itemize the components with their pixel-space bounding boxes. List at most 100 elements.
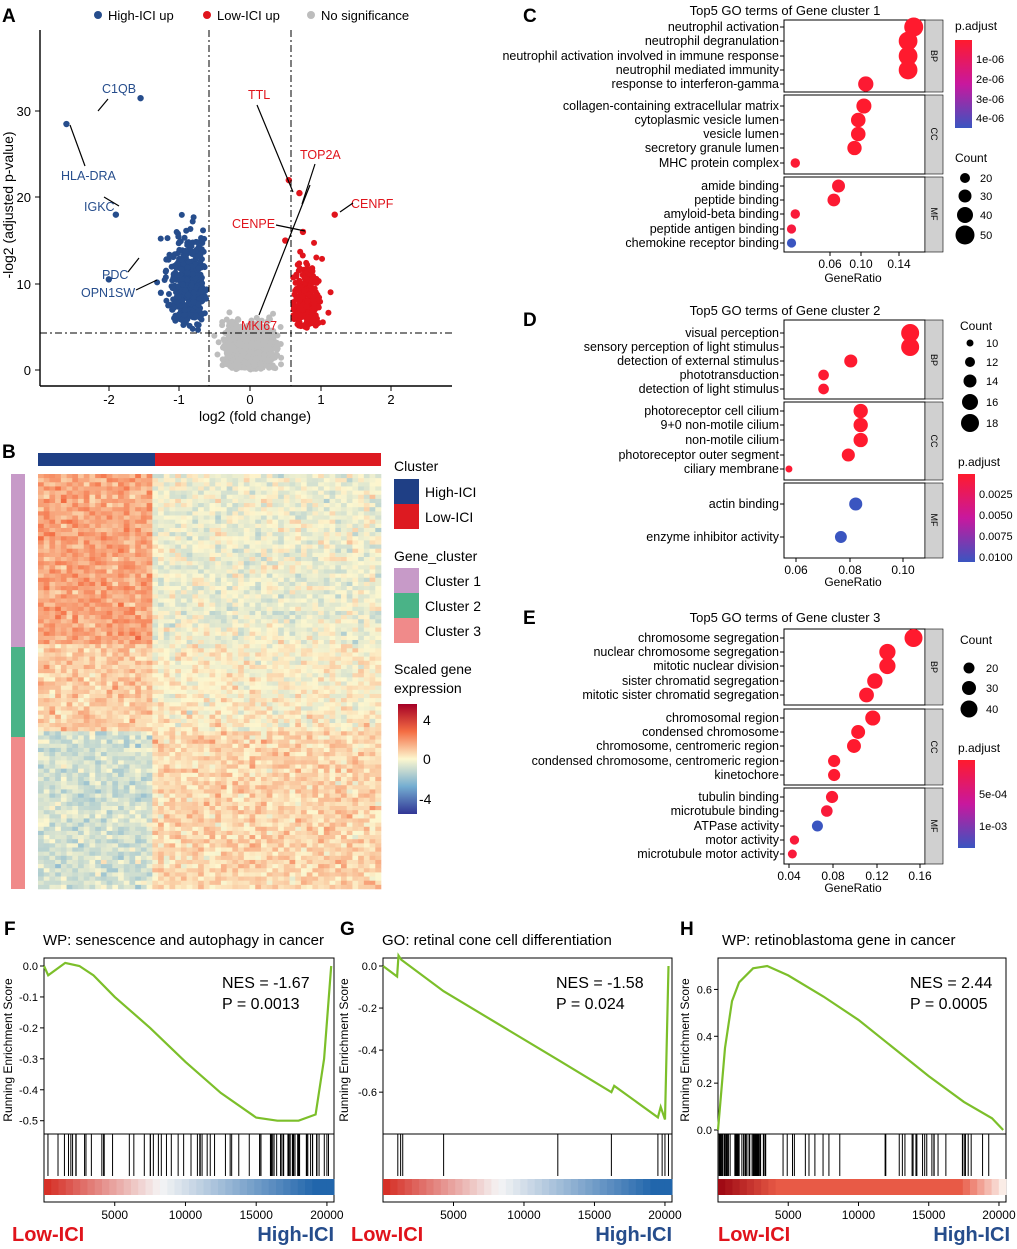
heatmap-cell (375, 660, 382, 666)
heatmap-cell (118, 527, 125, 533)
heatmap-cell (226, 635, 233, 641)
heatmap-cell (180, 565, 187, 570)
volcano-point-low (311, 279, 318, 286)
heatmap-cell (352, 523, 359, 529)
heatmap-cell (255, 602, 262, 608)
heatmap-cell (346, 577, 353, 583)
heatmap-cell (358, 482, 365, 487)
heatmap-cell (78, 527, 85, 533)
heatmap-cell (306, 635, 313, 641)
heatmap-cell (358, 544, 365, 549)
heatmap-cell (255, 652, 262, 657)
heatmap-cell (283, 540, 290, 545)
heatmap-cell (363, 511, 370, 516)
heatmap-cell (226, 640, 233, 645)
heatmap-cell (83, 598, 90, 603)
heatmap-cell (375, 532, 382, 537)
heatmap-cell (140, 590, 147, 595)
heatmap-cell (340, 660, 347, 666)
volcano-point-nosig (249, 335, 256, 342)
heatmap-cell (112, 644, 119, 649)
heatmap-cell (329, 561, 336, 566)
heatmap-cell (346, 474, 353, 479)
heatmap-cell (352, 640, 359, 645)
heatmap-cell (180, 573, 187, 579)
heatmap-cell (78, 610, 85, 616)
heatmap-cell (203, 602, 210, 608)
heatmap-cell (375, 594, 382, 599)
heatmap-cell (232, 532, 239, 537)
heatmap-cell (209, 503, 216, 508)
heatmap-cell (175, 561, 182, 566)
heatmap-cell (72, 482, 79, 487)
heatmap-cell (340, 623, 347, 628)
heatmap-cell (369, 523, 376, 529)
heatmap-cell (260, 598, 267, 603)
heatmap-cell (358, 598, 365, 603)
heatmap-cell (100, 615, 107, 620)
heatmap-cell (135, 619, 142, 624)
heatmap-cell (175, 544, 182, 549)
heatmap-cell (369, 581, 376, 587)
heatmap-cell (66, 652, 73, 657)
heatmap-cell (306, 527, 313, 533)
heatmap-cell (346, 619, 353, 624)
heatmap-cell (112, 490, 119, 496)
volcano-point-high (190, 214, 197, 221)
heatmap-cell (266, 664, 273, 670)
heatmap-cell (118, 474, 125, 479)
heatmap-cell (346, 532, 353, 537)
heatmap-cell (112, 478, 119, 483)
heatmap-cell (266, 511, 273, 516)
heatmap-cell (89, 519, 96, 525)
heatmap-cell (220, 594, 227, 599)
heatmap-cell (95, 577, 102, 583)
volcano-point-nosig (268, 339, 275, 346)
heatmap-cell (232, 486, 239, 491)
heatmap-cell (335, 561, 342, 566)
heatmap-cell (135, 482, 142, 487)
heatmap-cell (375, 569, 382, 574)
heatmap-cell (278, 540, 285, 545)
volcano-point-low (294, 321, 301, 328)
heatmap-cell (203, 569, 210, 574)
heatmap-cell (340, 519, 347, 525)
heatmap-cell (152, 515, 159, 520)
heatmap-cell (346, 648, 353, 653)
heatmap-cell (198, 532, 205, 537)
gene-leader-ttl (256, 104, 294, 193)
heatmap-cell (329, 590, 336, 595)
heatmap-cell (289, 498, 296, 504)
heatmap-cell (220, 478, 227, 483)
heatmap-cell (323, 532, 330, 537)
heatmap-cell (180, 569, 187, 574)
heatmap-cell (118, 482, 125, 487)
heatmap-cell (226, 615, 233, 620)
heatmap-cell (312, 527, 319, 533)
heatmap-cell (318, 644, 325, 649)
heatmap-cell (300, 544, 307, 549)
heatmap-cell (312, 594, 319, 599)
heatmap-cell (272, 486, 279, 491)
gene-label-cenpf: CENPF (351, 197, 394, 211)
heatmap-cell (306, 610, 313, 616)
heatmap-cell (369, 602, 376, 608)
heatmap-cell (278, 594, 285, 599)
heatmap-cell (306, 606, 313, 612)
heatmap-cell (158, 664, 165, 670)
heatmap-cell (135, 486, 142, 491)
heatmap-cell (312, 627, 319, 632)
heatmap-cell (278, 598, 285, 603)
heatmap-cell (238, 482, 245, 487)
volcano-point-nosig (229, 326, 236, 333)
heatmap-cell (55, 623, 62, 628)
heatmap-cell (100, 515, 107, 520)
heatmap-cell (123, 507, 130, 512)
gene-labels: C1QB HLA-DRA IGKC PDC OPN1SW TTL TOP2A C… (61, 82, 394, 333)
heatmap-cell (266, 561, 273, 566)
heatmap-cell (60, 590, 67, 595)
heatmap-cell (106, 586, 113, 591)
heatmap-cell (226, 586, 233, 591)
heatmap-cell (300, 648, 307, 653)
heatmap-cell (123, 623, 130, 628)
